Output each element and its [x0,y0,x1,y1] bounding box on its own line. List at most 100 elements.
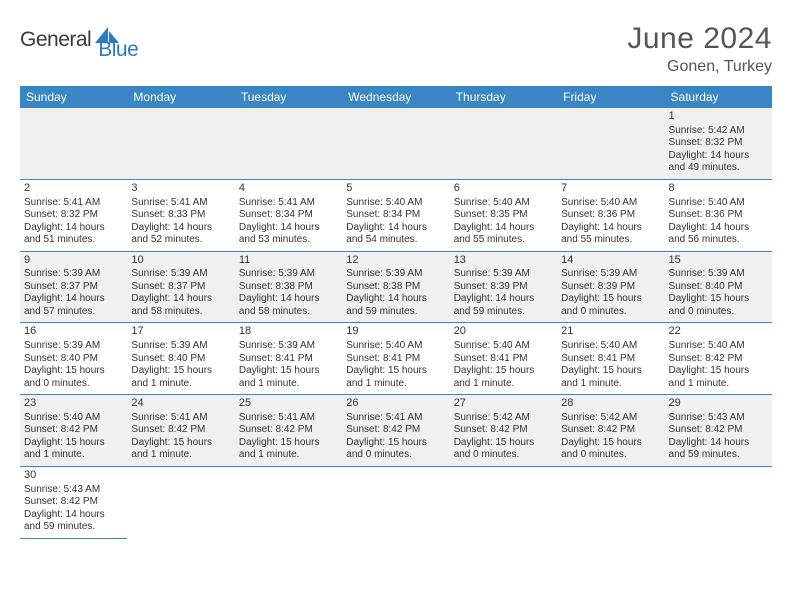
daylight-text: Daylight: 15 hours and 1 minute. [561,365,660,390]
calendar-week-row: 30Sunrise: 5:43 AMSunset: 8:42 PMDayligh… [20,466,772,538]
calendar-cell: 25Sunrise: 5:41 AMSunset: 8:42 PMDayligh… [235,395,342,467]
sunset-text: Sunset: 8:38 PM [239,281,338,294]
sunrise-text: Sunrise: 5:42 AM [561,412,660,425]
day-number: 2 [24,182,123,196]
logo-text-general: General [20,28,91,52]
sunset-text: Sunset: 8:42 PM [239,424,338,437]
day-header: Friday [557,86,664,108]
daylight-text: Daylight: 14 hours and 55 minutes. [454,222,553,247]
sunset-text: Sunset: 8:41 PM [346,353,445,366]
calendar-week-row: 1Sunrise: 5:42 AMSunset: 8:32 PMDaylight… [20,108,772,179]
day-number: 22 [669,325,768,339]
sunrise-text: Sunrise: 5:43 AM [24,484,123,497]
calendar-cell [342,466,449,538]
sunrise-text: Sunrise: 5:40 AM [346,197,445,210]
day-number: 3 [131,182,230,196]
sunset-text: Sunset: 8:41 PM [239,353,338,366]
sunrise-text: Sunrise: 5:40 AM [454,340,553,353]
day-number: 20 [454,325,553,339]
daylight-text: Daylight: 14 hours and 51 minutes. [24,222,123,247]
day-header: Thursday [450,86,557,108]
calendar-cell: 28Sunrise: 5:42 AMSunset: 8:42 PMDayligh… [557,395,664,467]
sunrise-text: Sunrise: 5:42 AM [669,125,768,138]
sunrise-text: Sunrise: 5:42 AM [454,412,553,425]
calendar-cell [450,466,557,538]
daylight-text: Daylight: 15 hours and 1 minute. [239,437,338,462]
sunrise-text: Sunrise: 5:40 AM [669,340,768,353]
logo-text-blue: Blue [98,38,138,62]
calendar-cell: 1Sunrise: 5:42 AMSunset: 8:32 PMDaylight… [665,108,772,179]
calendar-week-row: 16Sunrise: 5:39 AMSunset: 8:40 PMDayligh… [20,323,772,395]
day-number: 7 [561,182,660,196]
calendar-table: Sunday Monday Tuesday Wednesday Thursday… [20,86,772,539]
calendar-cell: 30Sunrise: 5:43 AMSunset: 8:42 PMDayligh… [20,466,127,538]
sunrise-text: Sunrise: 5:41 AM [131,412,230,425]
calendar-cell: 22Sunrise: 5:40 AMSunset: 8:42 PMDayligh… [665,323,772,395]
sunrise-text: Sunrise: 5:40 AM [454,197,553,210]
calendar-cell: 7Sunrise: 5:40 AMSunset: 8:36 PMDaylight… [557,179,664,251]
calendar-cell [557,466,664,538]
calendar-cell [665,466,772,538]
day-number: 4 [239,182,338,196]
sunrise-text: Sunrise: 5:40 AM [24,412,123,425]
day-number: 26 [346,397,445,411]
daylight-text: Daylight: 14 hours and 59 minutes. [24,509,123,534]
sunset-text: Sunset: 8:34 PM [346,209,445,222]
sunrise-text: Sunrise: 5:40 AM [561,197,660,210]
daylight-text: Daylight: 14 hours and 58 minutes. [239,293,338,318]
daylight-text: Daylight: 15 hours and 0 minutes. [346,437,445,462]
sunset-text: Sunset: 8:39 PM [454,281,553,294]
sunset-text: Sunset: 8:32 PM [24,209,123,222]
sunrise-text: Sunrise: 5:41 AM [346,412,445,425]
sunrise-text: Sunrise: 5:41 AM [239,412,338,425]
sunrise-text: Sunrise: 5:39 AM [669,268,768,281]
calendar-cell: 3Sunrise: 5:41 AMSunset: 8:33 PMDaylight… [127,179,234,251]
calendar-body: 1Sunrise: 5:42 AMSunset: 8:32 PMDaylight… [20,108,772,538]
sunrise-text: Sunrise: 5:39 AM [24,340,123,353]
calendar-cell [450,108,557,179]
calendar-cell: 27Sunrise: 5:42 AMSunset: 8:42 PMDayligh… [450,395,557,467]
day-number: 23 [24,397,123,411]
sunset-text: Sunset: 8:42 PM [669,424,768,437]
day-number: 21 [561,325,660,339]
calendar-cell [342,108,449,179]
day-header: Wednesday [342,86,449,108]
sunset-text: Sunset: 8:40 PM [669,281,768,294]
sunrise-text: Sunrise: 5:39 AM [239,268,338,281]
daylight-text: Daylight: 14 hours and 54 minutes. [346,222,445,247]
sunrise-text: Sunrise: 5:39 AM [346,268,445,281]
calendar-cell: 24Sunrise: 5:41 AMSunset: 8:42 PMDayligh… [127,395,234,467]
sunset-text: Sunset: 8:34 PM [239,209,338,222]
sunset-text: Sunset: 8:33 PM [131,209,230,222]
sunset-text: Sunset: 8:39 PM [561,281,660,294]
sunrise-text: Sunrise: 5:39 AM [131,268,230,281]
day-number: 28 [561,397,660,411]
day-number: 8 [669,182,768,196]
calendar-cell [235,466,342,538]
sunset-text: Sunset: 8:35 PM [454,209,553,222]
sunrise-text: Sunrise: 5:41 AM [131,197,230,210]
calendar-cell: 17Sunrise: 5:39 AMSunset: 8:40 PMDayligh… [127,323,234,395]
sunrise-text: Sunrise: 5:41 AM [24,197,123,210]
daylight-text: Daylight: 15 hours and 1 minute. [131,365,230,390]
calendar-cell: 10Sunrise: 5:39 AMSunset: 8:37 PMDayligh… [127,251,234,323]
sunrise-text: Sunrise: 5:39 AM [454,268,553,281]
calendar-cell [20,108,127,179]
calendar-cell: 26Sunrise: 5:41 AMSunset: 8:42 PMDayligh… [342,395,449,467]
daylight-text: Daylight: 15 hours and 0 minutes. [669,293,768,318]
sunset-text: Sunset: 8:42 PM [24,424,123,437]
day-number: 30 [24,469,123,483]
sunrise-text: Sunrise: 5:40 AM [561,340,660,353]
day-number: 13 [454,254,553,268]
sunset-text: Sunset: 8:42 PM [561,424,660,437]
sunset-text: Sunset: 8:36 PM [669,209,768,222]
calendar-cell: 5Sunrise: 5:40 AMSunset: 8:34 PMDaylight… [342,179,449,251]
calendar-cell: 8Sunrise: 5:40 AMSunset: 8:36 PMDaylight… [665,179,772,251]
daylight-text: Daylight: 14 hours and 59 minutes. [669,437,768,462]
day-number: 24 [131,397,230,411]
daylight-text: Daylight: 15 hours and 0 minutes. [561,437,660,462]
sunset-text: Sunset: 8:42 PM [346,424,445,437]
calendar-cell: 2Sunrise: 5:41 AMSunset: 8:32 PMDaylight… [20,179,127,251]
day-number: 29 [669,397,768,411]
day-header: Monday [127,86,234,108]
